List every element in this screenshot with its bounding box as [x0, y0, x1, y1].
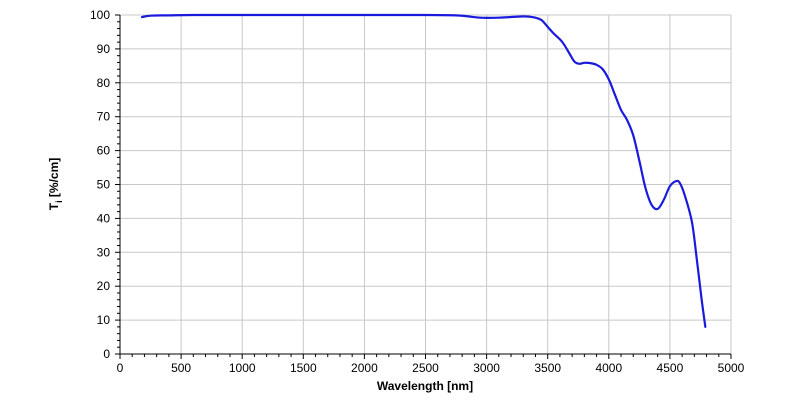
y-tick-label: 60 [97, 144, 111, 158]
y-tick-label: 70 [97, 110, 111, 124]
x-axis-title: Wavelength [nm] [377, 379, 473, 393]
y-tick-label: 90 [97, 42, 111, 56]
y-tick-label: 10 [97, 313, 111, 327]
x-tick-label: 5000 [718, 361, 745, 375]
y-tick-label: 0 [103, 347, 110, 361]
x-tick-label: 2000 [351, 361, 378, 375]
y-tick-label: 50 [97, 178, 111, 192]
transmittance-series-line [140, 13, 707, 328]
y-axis-title-subscript: i [54, 200, 64, 203]
y-axis: 0 10 20 30 40 50 60 70 80 90 100 [90, 8, 121, 361]
y-tick-label: 40 [97, 211, 111, 225]
x-tick-label: 3500 [534, 361, 561, 375]
y-tick-label: 20 [97, 279, 111, 293]
y-axis-title-main: T [47, 202, 61, 210]
x-tick-label: 1500 [290, 361, 317, 375]
x-tick-label: 1000 [229, 361, 256, 375]
x-tick-label: 4500 [657, 361, 684, 375]
y-tick-label: 30 [97, 245, 111, 259]
data-series [140, 13, 707, 328]
x-tick-label: 500 [171, 361, 191, 375]
x-tick-label: 2500 [412, 361, 439, 375]
y-tick-label: 100 [90, 8, 110, 22]
y-axis-title-unit: [%/cm] [47, 158, 61, 201]
x-tick-label: 3000 [473, 361, 500, 375]
x-tick-label: 0 [117, 361, 124, 375]
y-tick-label: 80 [97, 76, 111, 90]
y-axis-title: Ti [%/cm] [47, 158, 64, 211]
x-tick-label: 4000 [595, 361, 622, 375]
x-axis: 0 500 1000 1500 2000 2500 3000 3500 4000 4500 5000 [117, 353, 745, 375]
